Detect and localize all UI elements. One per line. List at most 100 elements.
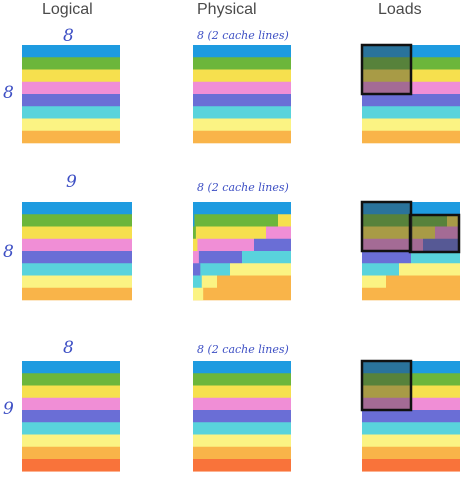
stripe: [193, 226, 266, 240]
stripe: [362, 434, 460, 448]
stripe-wrap: [205, 287, 291, 301]
load-tile-shade: [410, 215, 459, 252]
stripe: [22, 263, 132, 276]
stripe: [22, 238, 132, 252]
stripe: [193, 459, 291, 472]
stripe: [193, 69, 291, 83]
stripe: [362, 214, 447, 227]
header-logical: Logical: [42, 1, 93, 18]
row1-logical-width-label: 8: [63, 26, 74, 46]
stripe: [22, 385, 120, 399]
stripe: [362, 130, 460, 144]
stripe-wrap: [374, 287, 460, 301]
stripe-wrap: [399, 263, 460, 276]
stripe-wrap: [242, 251, 291, 264]
row2-height-label: 8: [3, 242, 14, 262]
row1-logical-grid: [22, 45, 120, 144]
row2-logical-grid: [22, 202, 132, 301]
stripe-wrap: [254, 238, 291, 252]
stripe: [22, 459, 120, 472]
stripe: [193, 130, 291, 144]
stripe: [193, 434, 291, 448]
stripe: [193, 81, 291, 95]
stripe-wrap: [266, 226, 291, 240]
row1-loads-grid: [360, 43, 460, 144]
load-tile-shade: [362, 202, 411, 251]
row3-logical-width-label: 8: [63, 338, 74, 358]
load-tile-outline: [360, 359, 413, 412]
stripe: [22, 287, 132, 301]
row1-physical-width-label: 8 (2 cache lines): [197, 29, 289, 42]
stripe: [362, 251, 411, 264]
stripe: [362, 459, 460, 472]
stripe-wrap: [423, 238, 460, 252]
stripe: [22, 422, 120, 435]
stripe: [22, 397, 120, 411]
stripe: [362, 118, 460, 132]
stripe: [22, 226, 132, 240]
stripe: [22, 130, 120, 144]
stripe-wrap: [386, 275, 460, 289]
stripe: [362, 422, 460, 435]
stripe: [362, 287, 374, 301]
stripe: [193, 397, 291, 411]
stripe: [362, 226, 435, 240]
header-loads: Loads: [378, 1, 422, 18]
stripe-carry: [193, 226, 196, 240]
stripe: [22, 373, 120, 386]
row1-height-label: 8: [3, 83, 14, 103]
stripe: [22, 410, 120, 423]
row2-logical-width-label: 9: [66, 172, 77, 192]
stripe: [22, 81, 120, 95]
stripe: [22, 106, 120, 119]
stripe-carry: [193, 263, 201, 276]
stripe: [22, 434, 120, 448]
stripe: [22, 69, 120, 83]
load-tile-outline: [408, 213, 461, 254]
stripe-wrap: [411, 251, 460, 264]
stripe: [22, 45, 120, 58]
stripe: [193, 263, 230, 276]
stripe: [362, 106, 460, 119]
stripe: [193, 251, 242, 264]
row1-physical-grid: [193, 45, 291, 144]
header-physical: Physical: [197, 1, 257, 18]
stripe-wrap: [278, 214, 291, 227]
stripe-wrap: [447, 214, 460, 227]
stripe: [193, 373, 291, 386]
row3-loads-grid: [360, 359, 460, 472]
stripe-carry: [193, 214, 195, 227]
row2-physical-grid: [193, 202, 291, 301]
stripe: [193, 214, 278, 227]
stripe: [193, 202, 291, 215]
stripe: [193, 410, 291, 423]
stripe: [193, 118, 291, 132]
stripe: [22, 94, 120, 107]
stripe: [22, 446, 120, 460]
stripe: [193, 106, 291, 119]
stripe: [362, 238, 423, 252]
stripe-wrap: [217, 275, 291, 289]
stripe: [22, 202, 132, 215]
stripe-wrap: [230, 263, 291, 276]
stripe: [22, 361, 120, 374]
row3-logical-grid: [22, 361, 120, 472]
row3-height-label: 9: [3, 399, 14, 419]
stripe: [22, 57, 120, 70]
stripe-carry: [193, 251, 199, 264]
row2-physical-width-label: 8 (2 cache lines): [197, 181, 289, 194]
stripe: [362, 410, 460, 423]
stripe: [193, 385, 291, 399]
stripe: [193, 422, 291, 435]
stripe-carry: [193, 238, 198, 252]
row3-physical-width-label: 8 (2 cache lines): [197, 343, 289, 356]
load-tile-outline: [360, 43, 413, 96]
stripe: [193, 446, 291, 460]
stripe: [22, 118, 120, 132]
stripe: [193, 45, 291, 58]
load-tile-shade: [362, 361, 411, 410]
stripe-wrap: [435, 226, 460, 240]
stripe: [22, 275, 132, 289]
row2-loads-grid: [360, 200, 461, 301]
stripe: [22, 251, 132, 264]
